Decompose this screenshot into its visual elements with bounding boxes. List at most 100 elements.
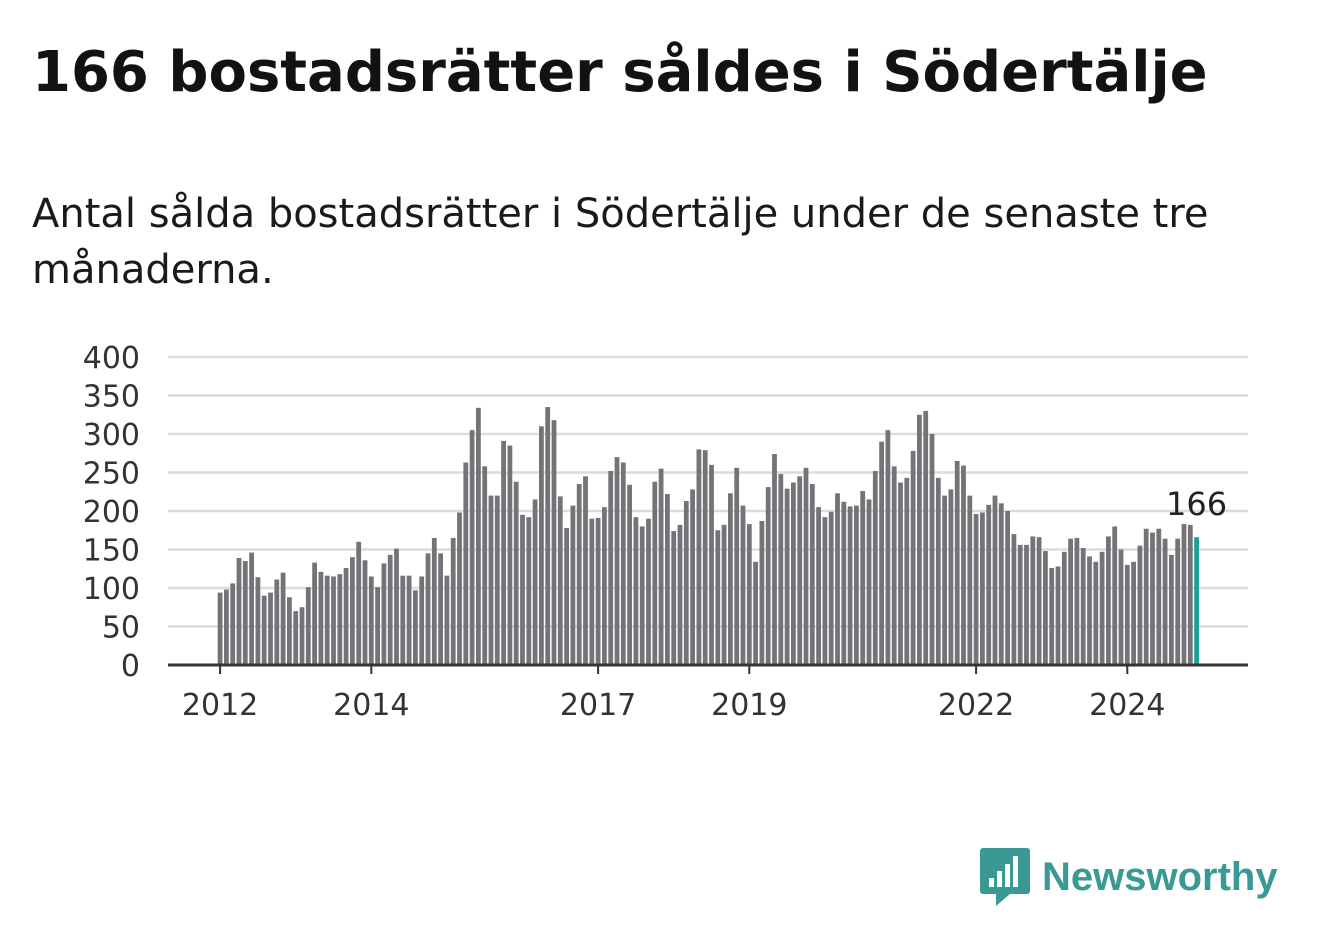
bar bbox=[809, 484, 815, 665]
bar bbox=[910, 450, 916, 665]
newsworthy-logo: Newsworthy bbox=[980, 848, 1278, 906]
bar bbox=[425, 553, 431, 665]
x-axis-ticks: 2012 2014 2017 2019 2022 2024 bbox=[182, 665, 1165, 723]
bar bbox=[1087, 556, 1092, 665]
bar bbox=[394, 548, 399, 665]
bar bbox=[431, 537, 437, 665]
bar bbox=[753, 561, 758, 665]
bar bbox=[476, 407, 481, 665]
bar bbox=[998, 503, 1004, 665]
bar bbox=[683, 500, 689, 665]
bar bbox=[973, 514, 979, 665]
bar bbox=[1124, 564, 1130, 665]
bar bbox=[513, 481, 519, 665]
bar bbox=[992, 495, 998, 665]
bar bbox=[721, 524, 727, 665]
bar bbox=[620, 462, 626, 665]
bar bbox=[967, 495, 973, 665]
bar bbox=[1074, 537, 1080, 665]
bar bbox=[690, 489, 695, 665]
bar bbox=[765, 487, 771, 665]
bar bbox=[583, 476, 588, 665]
bar bbox=[564, 527, 569, 665]
bar bbox=[1143, 528, 1149, 665]
bar bbox=[305, 587, 311, 665]
bar bbox=[242, 561, 248, 665]
bar bbox=[860, 490, 866, 665]
bar bbox=[324, 575, 330, 665]
bar bbox=[362, 560, 368, 665]
bar bbox=[520, 514, 525, 665]
bar bbox=[331, 576, 336, 665]
bar bbox=[438, 553, 443, 665]
bar bbox=[828, 511, 834, 665]
y-tick-label: 100 bbox=[83, 572, 140, 607]
bar bbox=[356, 541, 362, 665]
y-tick-label: 150 bbox=[83, 534, 140, 569]
x-tick-label: 2012 bbox=[182, 688, 258, 723]
bar bbox=[482, 466, 488, 665]
bar bbox=[917, 414, 922, 665]
bar bbox=[671, 531, 677, 665]
bar bbox=[343, 567, 349, 665]
bar-chart-speech-bubble-icon bbox=[980, 848, 1030, 906]
bar bbox=[791, 482, 796, 665]
y-tick-label: 0 bbox=[121, 649, 140, 684]
bar bbox=[602, 507, 607, 665]
bar bbox=[954, 460, 960, 665]
bar bbox=[923, 410, 929, 665]
chart-subtitle: Antal sålda bostadsrätter i Södertälje u… bbox=[32, 191, 1209, 293]
bar bbox=[1169, 554, 1174, 665]
bar bbox=[1156, 528, 1162, 665]
bar bbox=[463, 462, 469, 665]
bar bbox=[494, 495, 500, 665]
bar bbox=[986, 504, 992, 665]
bar bbox=[595, 517, 601, 665]
bar bbox=[268, 592, 273, 665]
bar bbox=[1061, 551, 1067, 665]
bar bbox=[627, 484, 632, 665]
bar bbox=[337, 574, 343, 665]
bar bbox=[217, 592, 223, 665]
bar bbox=[854, 505, 859, 665]
bar bbox=[702, 450, 708, 665]
bar bbox=[526, 517, 532, 665]
last-value-label: 166 bbox=[1166, 485, 1227, 523]
bar bbox=[387, 554, 393, 665]
bar bbox=[803, 467, 809, 665]
bar bbox=[1181, 524, 1187, 665]
bar bbox=[375, 587, 380, 665]
bar bbox=[639, 526, 645, 665]
y-tick-label: 350 bbox=[83, 380, 140, 415]
bar bbox=[866, 499, 872, 665]
bar bbox=[740, 505, 746, 665]
bar bbox=[1011, 534, 1017, 665]
bar bbox=[816, 507, 821, 665]
bar bbox=[734, 467, 740, 665]
bar bbox=[1150, 532, 1155, 665]
bar bbox=[1162, 538, 1168, 665]
x-tick-label: 2022 bbox=[938, 688, 1014, 723]
bar bbox=[488, 495, 494, 665]
bar bbox=[1187, 524, 1193, 665]
bar bbox=[1131, 561, 1136, 665]
chart-title: 166 bostadsrätter såldes i Södertälje bbox=[32, 40, 1208, 105]
bar bbox=[778, 474, 784, 665]
bar bbox=[1049, 567, 1055, 665]
bar bbox=[784, 488, 790, 665]
bar bbox=[646, 518, 651, 665]
bar bbox=[501, 440, 506, 665]
bar bbox=[929, 434, 935, 665]
bar bbox=[413, 590, 418, 665]
bar bbox=[368, 576, 374, 665]
bars bbox=[217, 407, 1199, 665]
bar bbox=[633, 517, 639, 665]
bar bbox=[589, 518, 595, 665]
bar bbox=[230, 583, 236, 665]
bar bbox=[658, 468, 664, 665]
bar bbox=[350, 557, 355, 665]
bar bbox=[1024, 544, 1029, 665]
bar bbox=[696, 449, 702, 665]
